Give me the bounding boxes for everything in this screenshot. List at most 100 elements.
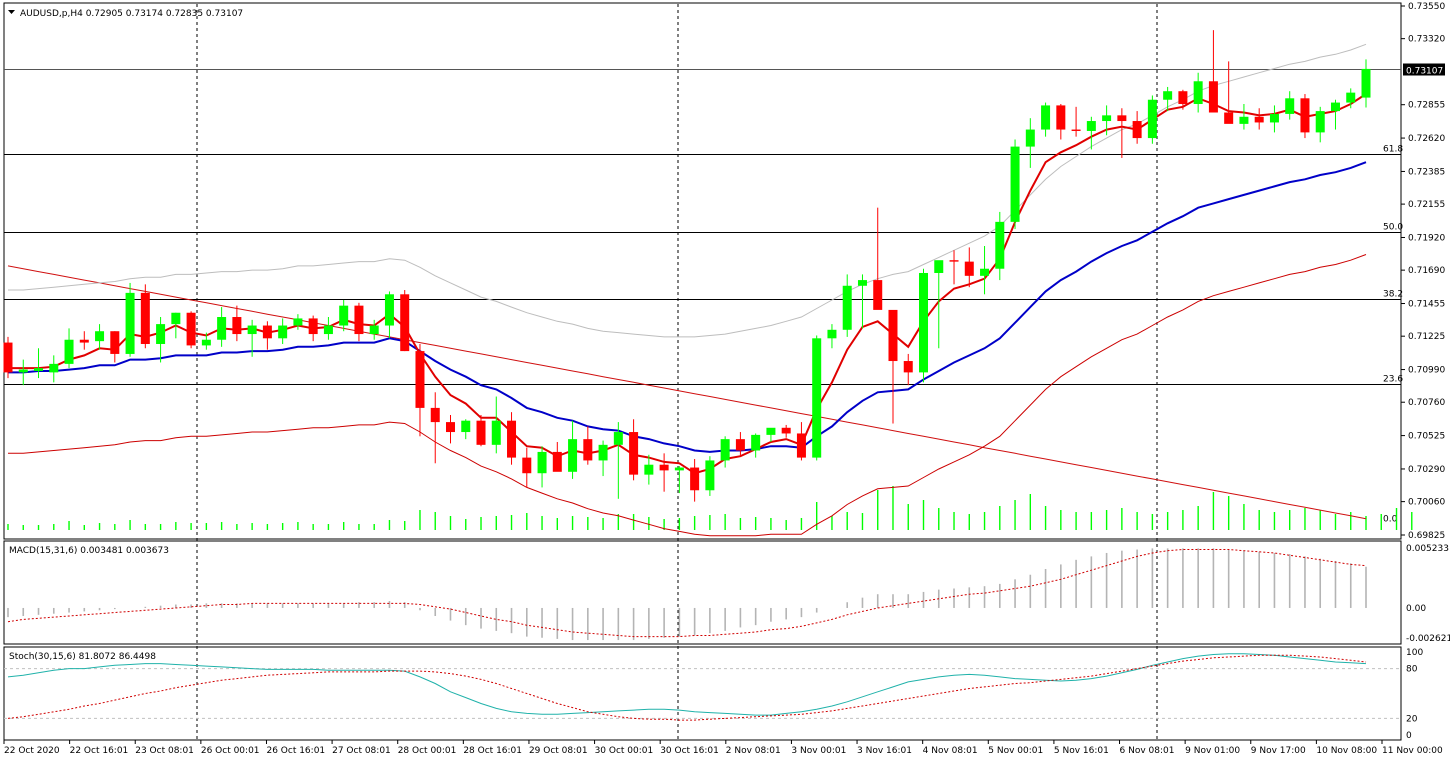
ma-blue-line xyxy=(8,161,1367,453)
candle-body xyxy=(720,439,730,461)
candle-body xyxy=(1178,91,1188,104)
candle-body xyxy=(262,325,272,339)
time-tick-label: 3 Nov 16:01 xyxy=(857,746,912,756)
stoch-main-line xyxy=(7,653,1367,716)
candle-body xyxy=(995,221,1005,269)
candle-body xyxy=(1285,98,1295,114)
price-tick-label: 0.70760 xyxy=(1408,398,1445,408)
macd-tick-label: -0.002621 xyxy=(1406,634,1450,644)
candle-body xyxy=(278,325,288,339)
candle-body xyxy=(1208,81,1218,113)
fibonacci-levels[interactable]: 61.8 50.0 38.2 23.6 0.0 xyxy=(4,69,1403,525)
time-tick-label: 5 Nov 00:01 xyxy=(988,746,1043,756)
time-tick-label: 26 Oct 16:01 xyxy=(266,746,325,756)
candle-body xyxy=(552,451,562,472)
price-tick-label: 0.71455 xyxy=(1408,300,1445,310)
stoch-tick-label: 100 xyxy=(1406,648,1423,658)
candle-body xyxy=(110,331,120,354)
candle-body xyxy=(1254,116,1264,123)
candle-body xyxy=(445,422,455,433)
stoch-pane-frame xyxy=(3,646,1402,741)
price-tick-label: 0.73550 xyxy=(1408,2,1445,12)
time-tick-label: 22 Oct 16:01 xyxy=(70,746,129,756)
time-tick-label: 10 Nov 08:00 xyxy=(1316,746,1377,756)
price-axis: 0.73550 0.73320 0.72855 0.72620 0.72385 0.721… xyxy=(1401,2,1445,541)
candle-body xyxy=(1269,113,1279,123)
candle-body xyxy=(308,318,318,335)
candle-body xyxy=(1330,102,1340,112)
candle-body xyxy=(1117,115,1127,122)
candle-body xyxy=(430,407,440,423)
candle-body xyxy=(1071,129,1081,131)
price-tick-label: 0.72855 xyxy=(1408,101,1445,111)
time-tick-label: 11 Nov 00:00 xyxy=(1382,746,1443,756)
collapse-arrow-icon[interactable] xyxy=(8,10,15,14)
time-tick-label: 26 Oct 00:01 xyxy=(201,746,260,756)
candle-body xyxy=(919,272,929,373)
candle-body xyxy=(522,457,532,474)
candle-body xyxy=(171,312,181,325)
candle-body xyxy=(568,439,578,472)
stoch-tick-label: 0 xyxy=(1406,731,1412,741)
time-tick-label: 4 Nov 08:01 xyxy=(923,746,978,756)
candle-body xyxy=(400,294,410,352)
slow-trend-line xyxy=(7,265,1367,520)
price-tick-label: 0.72385 xyxy=(1408,167,1445,177)
candle-body xyxy=(583,439,593,461)
candle-body xyxy=(156,324,166,344)
candle-body xyxy=(1224,112,1234,124)
candle-body xyxy=(857,280,867,286)
candle-body xyxy=(1086,121,1096,131)
candle-body xyxy=(293,318,303,326)
candle-body xyxy=(339,305,349,326)
candle-body xyxy=(140,292,150,344)
fib-label-38.2: 38.2 xyxy=(1383,290,1403,300)
candle-body xyxy=(247,325,257,335)
volume-bars xyxy=(7,486,1413,530)
stoch-tick-label: 80 xyxy=(1406,665,1418,675)
macd-pane-frame xyxy=(3,540,1402,645)
candle-body xyxy=(95,331,105,342)
time-tick-label: 28 Oct 00:01 xyxy=(398,746,457,756)
stoch-signal-line xyxy=(7,654,1367,721)
candle-body xyxy=(796,433,806,458)
envelope-lower-line xyxy=(8,254,1367,537)
price-tick-label: 0.70525 xyxy=(1408,432,1445,442)
price-tick-label: 0.70060 xyxy=(1408,498,1445,508)
candle-body xyxy=(888,309,898,362)
candle-body xyxy=(1102,115,1112,122)
candle-body xyxy=(1163,91,1173,100)
candle-body xyxy=(1025,129,1035,147)
candle-body xyxy=(1041,105,1051,130)
candle-body xyxy=(644,464,654,475)
price-tick-label: 0.71690 xyxy=(1408,266,1445,276)
candle-body xyxy=(354,305,364,335)
candle-body xyxy=(384,294,394,326)
candle-body xyxy=(491,420,501,445)
candle-body xyxy=(1147,99,1157,139)
time-axis: 22 Oct 2020 22 Oct 16:01 23 Oct 08:01 26 Oc… xyxy=(3,740,1443,756)
fib-label-0.0: 0.0 xyxy=(1383,515,1398,525)
symbol-header: AUDUSD,p,H4 0.72905 0.73174 0.72835 0.73… xyxy=(20,9,243,19)
fib-label-61.8: 61.8 xyxy=(1383,145,1403,155)
price-tick-label: 0.69825 xyxy=(1408,531,1445,541)
candle-body xyxy=(1056,105,1066,130)
time-tick-label: 30 Oct 00:01 xyxy=(595,746,654,756)
candle-body xyxy=(735,439,745,451)
candle-body xyxy=(186,312,196,346)
candle-body xyxy=(705,460,715,491)
candle-body xyxy=(674,467,684,471)
price-tick-label: 0.70290 xyxy=(1408,465,1445,475)
time-tick-label: 23 Oct 08:01 xyxy=(135,746,194,756)
candle-body xyxy=(766,427,776,435)
candle-body xyxy=(613,432,623,445)
candle-body xyxy=(903,361,913,373)
current-price-tag: 0.73107 xyxy=(1403,63,1445,77)
candle-body xyxy=(659,464,669,471)
candle-body xyxy=(369,325,379,335)
candle-body xyxy=(949,260,959,262)
candle-body xyxy=(415,351,425,408)
main-pane-frame xyxy=(3,2,1402,540)
stoch-label: Stoch(30,15,6) 81.8072 86.4498 xyxy=(9,652,156,662)
